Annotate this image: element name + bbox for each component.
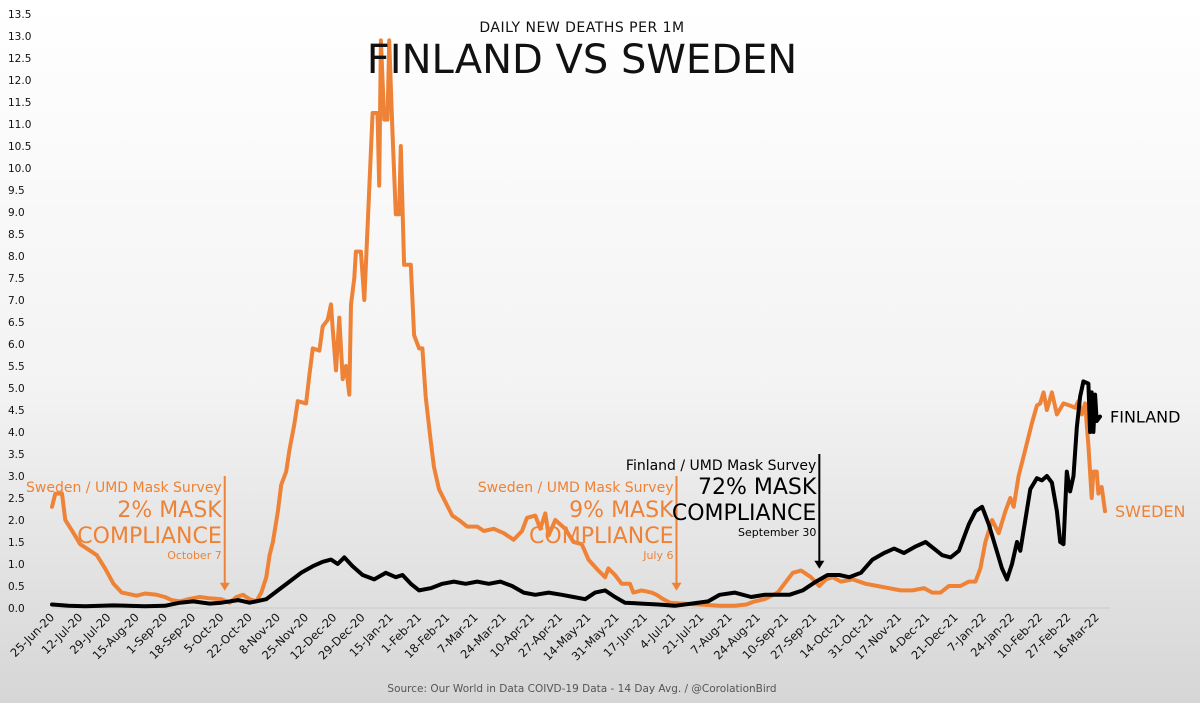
y-tick-label: 8.0 bbox=[8, 251, 25, 263]
annotation-arrowhead bbox=[671, 582, 682, 591]
annotation-text: 2% MASK bbox=[117, 498, 222, 523]
annotation-sweden-9pct: Sweden / UMD Mask Survey 9% MASKCOMPLIANC… bbox=[478, 476, 682, 591]
annotation-text: COMPLIANCE bbox=[529, 524, 673, 549]
annotation-text: 72% MASK bbox=[698, 475, 817, 500]
annotation-arrowhead bbox=[814, 560, 825, 569]
y-tick-label: 3.5 bbox=[8, 449, 25, 461]
series-layer bbox=[50, 38, 1107, 609]
y-tick-label: 10.0 bbox=[8, 163, 31, 175]
y-tick-label: 8.5 bbox=[8, 229, 25, 241]
chart-title: FINLAND VS SWEDEN bbox=[367, 37, 797, 83]
y-tick-label: 5.5 bbox=[8, 361, 25, 373]
chart-subtitle: DAILY NEW DEATHS PER 1M bbox=[479, 20, 684, 36]
chart-source: Source: Our World in Data COIVD-19 Data … bbox=[387, 683, 776, 695]
annotation-sweden-2pct: Sweden / UMD Mask Survey 2% MASKCOMPLIANC… bbox=[26, 476, 230, 591]
y-tick-label: 11.5 bbox=[8, 97, 31, 109]
series-line-finland bbox=[50, 379, 1102, 609]
annotation-text: July 6 bbox=[642, 549, 673, 562]
y-tick-label: 12.5 bbox=[8, 53, 31, 65]
annotation-text: Sweden / UMD Mask Survey bbox=[478, 480, 674, 496]
annotation-text: COMPLIANCE bbox=[672, 501, 816, 526]
y-axis: 0.0 0.5 1.0 1.5 2.0 2.5 3.0 3.5 4.0 4.5 5.0 5.5 6.0 6… bbox=[8, 9, 1110, 615]
y-tick-label: 13.5 bbox=[8, 9, 31, 21]
y-tick-label: 2.5 bbox=[8, 493, 25, 505]
y-tick-label: 4.5 bbox=[8, 405, 25, 417]
y-tick-label: 7.0 bbox=[8, 295, 25, 307]
legend-label-sweden: SWEDEN bbox=[1115, 502, 1185, 521]
x-axis: 25-Jun-2012-Jul-2029-Jul-2015-Aug-201-Se… bbox=[7, 610, 1101, 663]
y-tick-label: 12.0 bbox=[8, 75, 31, 87]
y-tick-label: 9.5 bbox=[8, 185, 25, 197]
legend-layer: FINLAND SWEDEN bbox=[1110, 408, 1185, 522]
annotation-text: October 7 bbox=[167, 549, 222, 562]
annotation-text: Finland / UMD Mask Survey bbox=[626, 458, 816, 474]
annotation-text: COMPLIANCE bbox=[77, 524, 221, 549]
annotation-arrowhead bbox=[219, 582, 230, 591]
y-tick-label: 10.5 bbox=[8, 141, 31, 153]
y-tick-label: 6.0 bbox=[8, 339, 25, 351]
y-tick-label: 1.0 bbox=[8, 559, 25, 571]
legend-label-finland: FINLAND bbox=[1110, 408, 1180, 427]
annotation-text: September 30 bbox=[738, 526, 816, 539]
y-tick-label: 13.0 bbox=[8, 31, 31, 43]
y-tick-label: 1.5 bbox=[8, 537, 25, 549]
series-line-sweden bbox=[50, 38, 1107, 608]
y-tick-label: 7.5 bbox=[8, 273, 25, 285]
annotation-text: Sweden / UMD Mask Survey bbox=[26, 480, 222, 496]
y-tick-label: 0.0 bbox=[8, 603, 25, 615]
y-tick-label: 4.0 bbox=[8, 427, 25, 439]
y-tick-label: 0.5 bbox=[8, 581, 25, 593]
annotation-text: 9% MASK bbox=[569, 498, 674, 523]
y-tick-label: 5.0 bbox=[8, 383, 25, 395]
y-tick-label: 9.0 bbox=[8, 207, 25, 219]
y-tick-label: 11.0 bbox=[8, 119, 31, 131]
y-tick-label: 6.5 bbox=[8, 317, 25, 329]
y-tick-label: 3.0 bbox=[8, 471, 25, 483]
y-tick-label: 2.0 bbox=[8, 515, 25, 527]
